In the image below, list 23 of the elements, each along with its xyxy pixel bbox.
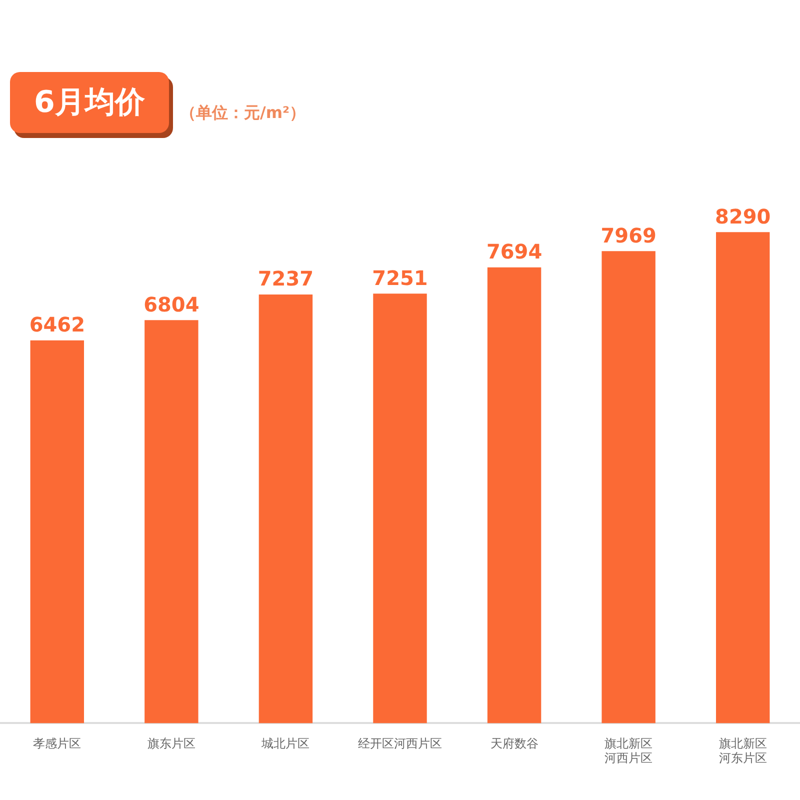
data-label: 7694 bbox=[486, 240, 542, 264]
data-label: 7237 bbox=[258, 266, 314, 291]
x-tick-label: 天府数谷 bbox=[490, 736, 538, 751]
x-tick-label: 孝感片区 bbox=[33, 736, 82, 751]
data-label: 7969 bbox=[600, 223, 656, 248]
data-label: 8290 bbox=[715, 204, 771, 228]
chart-subtitle: （单位：元/m²） bbox=[180, 103, 306, 124]
x-tick-label: 经开区河西片区 bbox=[358, 736, 442, 751]
x-tick-label: 城北片区 bbox=[260, 736, 310, 751]
x-tick-label: 旗北新区河西片区 bbox=[604, 736, 653, 765]
x-tick-label: 旗东片区 bbox=[147, 736, 196, 751]
bar bbox=[602, 251, 656, 724]
data-label: 6804 bbox=[144, 292, 200, 316]
x-tick-label: 旗北新区河东片区 bbox=[718, 736, 767, 765]
bar bbox=[144, 320, 198, 724]
bar bbox=[487, 267, 542, 724]
bar bbox=[30, 340, 84, 724]
data-label: 6462 bbox=[29, 312, 85, 337]
bar bbox=[258, 294, 313, 724]
bar bbox=[373, 294, 427, 724]
chart-title: 6月均价 bbox=[10, 72, 169, 133]
data-label: 7251 bbox=[372, 266, 428, 290]
bar bbox=[716, 232, 770, 724]
